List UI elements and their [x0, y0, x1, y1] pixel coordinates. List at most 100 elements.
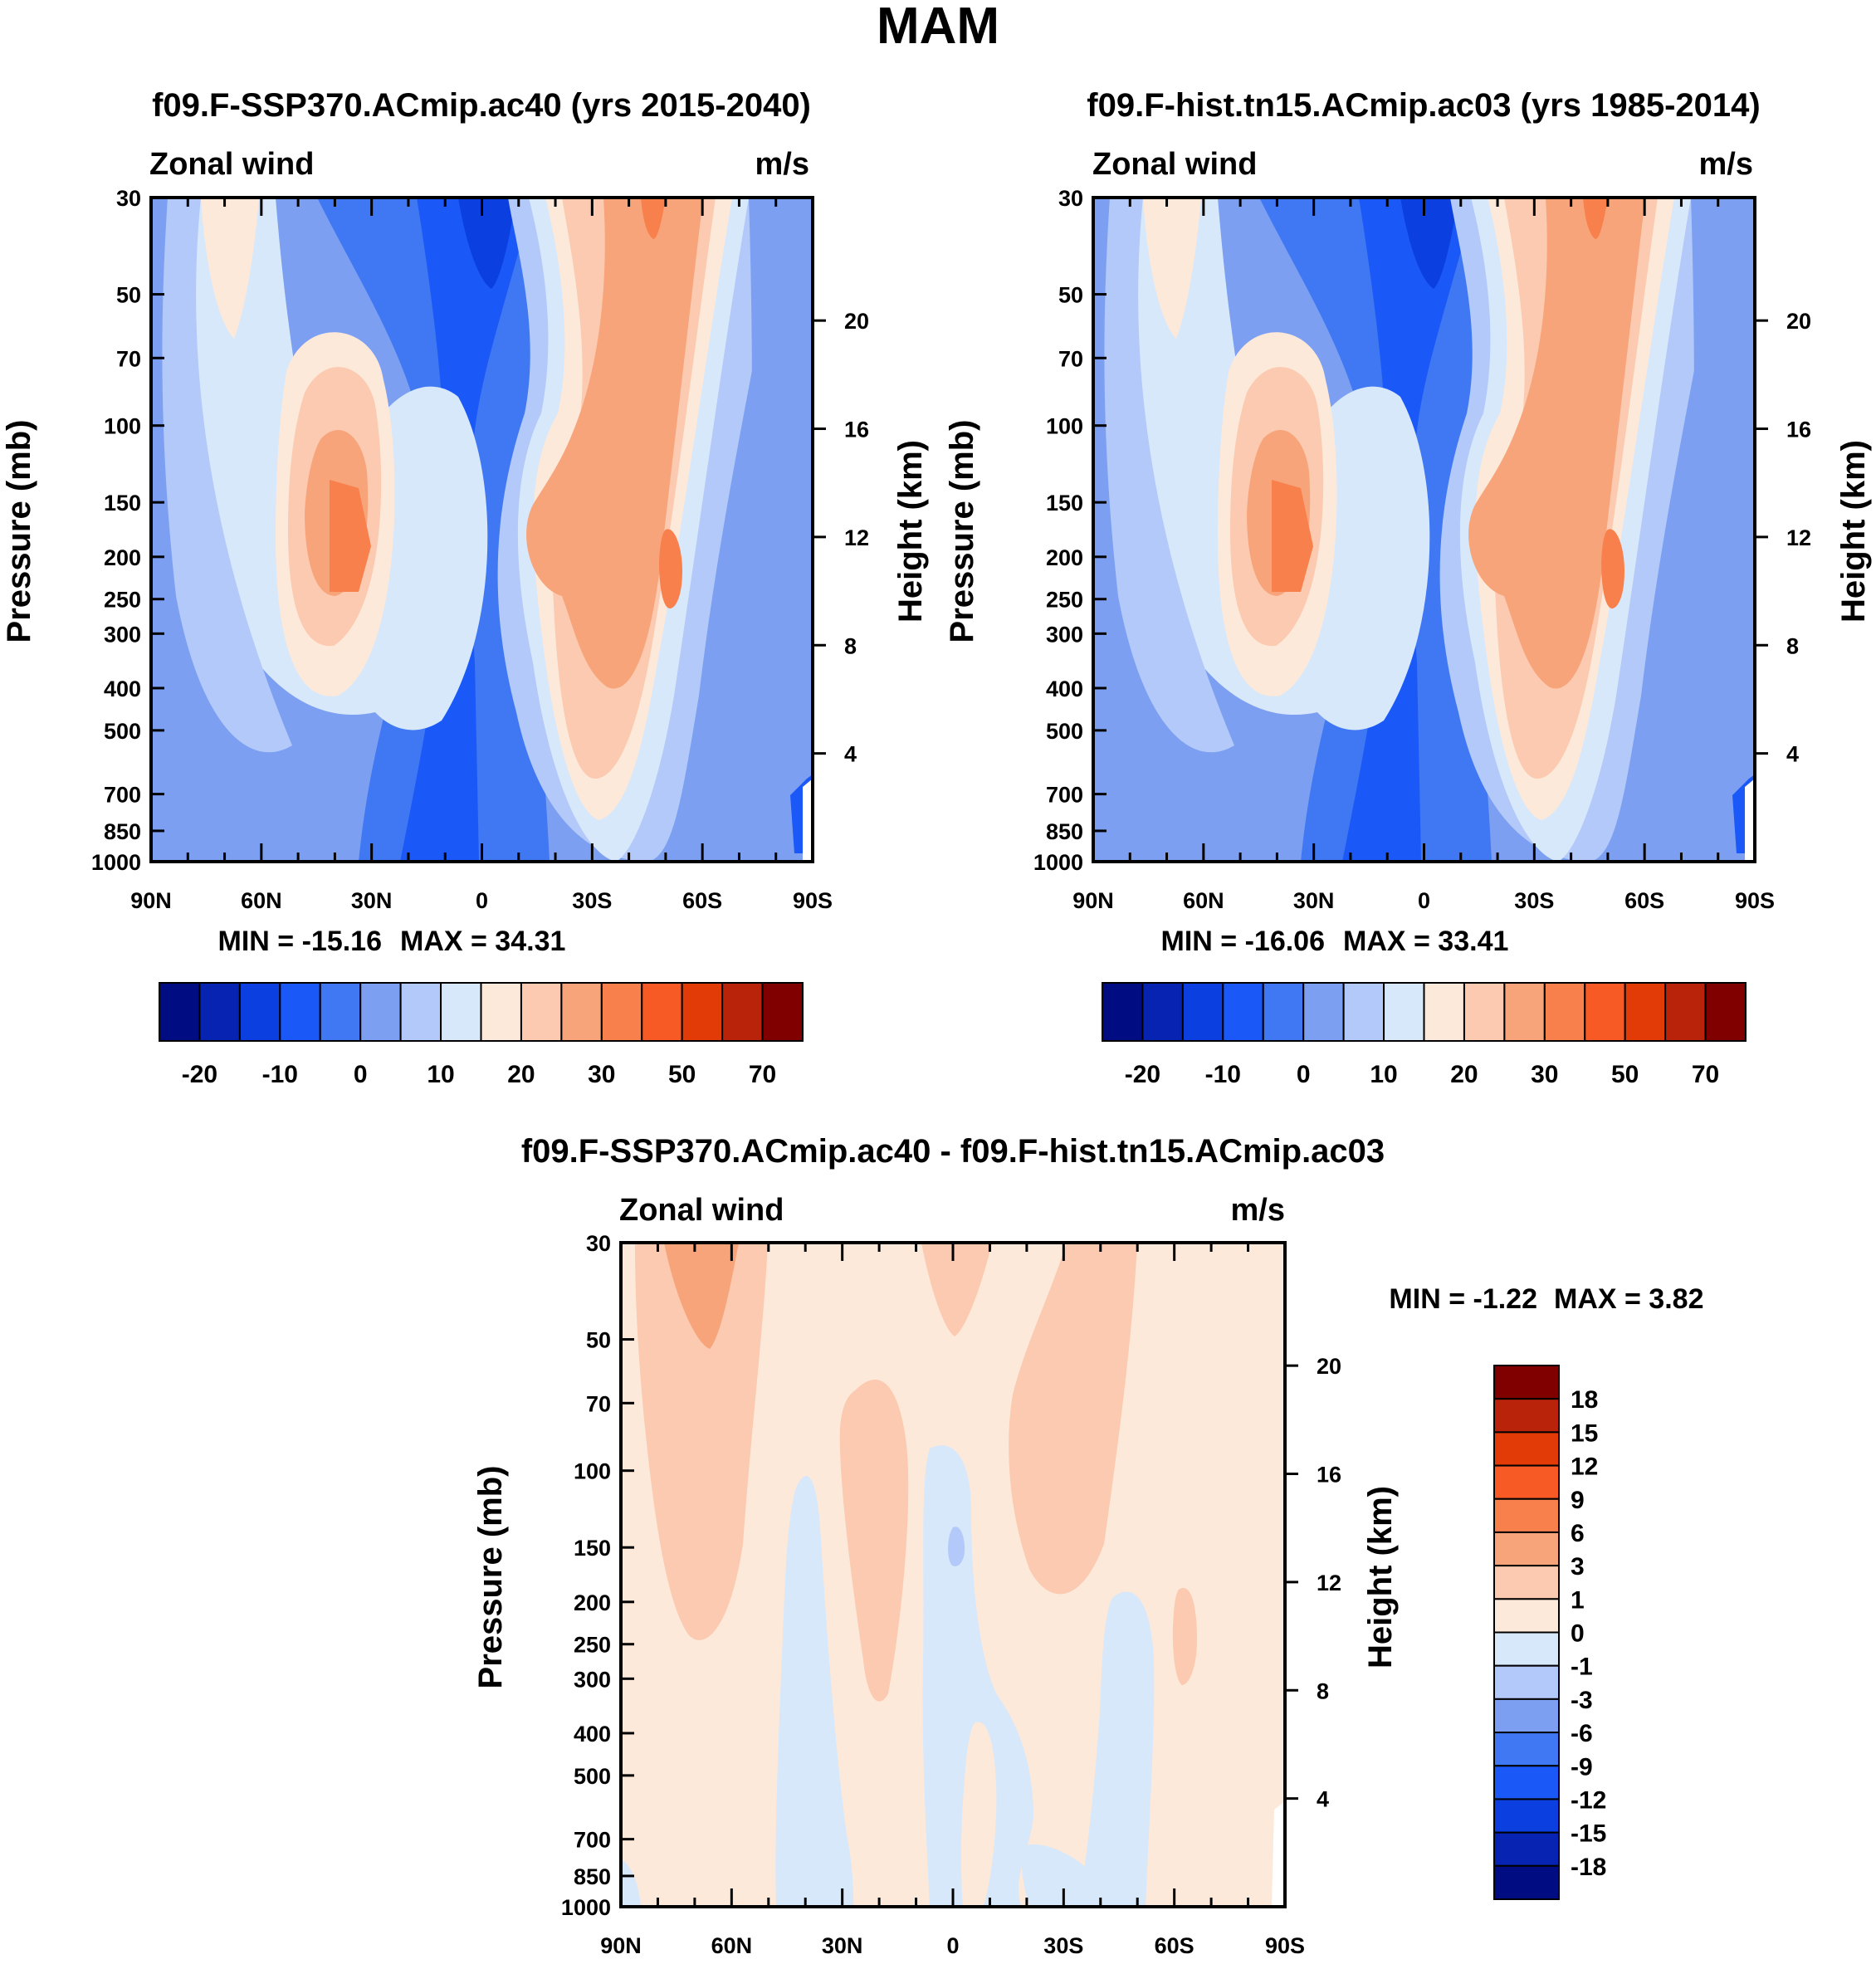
x-tick-label: 30N: [1293, 888, 1335, 913]
colorbar-box: [1493, 1798, 1560, 1834]
colorbar-label: 18: [1571, 1386, 1598, 1414]
panel-a: f09.F-SSP370.ACmip.ac40 (yrs 2015-2040) …: [1, 87, 929, 1088]
x-tick-label: 90S: [1265, 1933, 1305, 1958]
colorbar-box: [1302, 982, 1345, 1042]
panel-a-title: f09.F-SSP370.ACmip.ac40 (yrs 2015-2040): [152, 87, 811, 124]
colorbar-box: [560, 982, 603, 1042]
x-tick-label: 30N: [351, 888, 393, 913]
y2-tick-label: 20: [1317, 1354, 1341, 1379]
y-tick-label: 300: [104, 622, 141, 647]
y2-tick-label: 4: [844, 742, 857, 767]
colorbar-box: [1584, 982, 1626, 1042]
x-tick-label: 90N: [1072, 888, 1114, 913]
y2-tick-label: 8: [1786, 633, 1799, 658]
colorbar-label: -1: [1571, 1654, 1593, 1681]
panel-b: f09.F-hist.tn15.ACmip.ac03 (yrs 1985-201…: [944, 87, 1872, 1088]
panel-a-min: MIN = -15.16: [218, 926, 382, 957]
colorbar-box: [399, 982, 442, 1042]
colorbar-box: [1102, 982, 1144, 1042]
colorbar-label: 0: [354, 1061, 368, 1088]
colorbar-label: 20: [1450, 1061, 1478, 1088]
colorbar-label: -3: [1571, 1687, 1593, 1714]
panel-a-y2label: Height (km): [892, 440, 929, 623]
panel-c-max: MAX = 3.82: [1554, 1283, 1703, 1315]
colorbar-label: 30: [1531, 1061, 1558, 1088]
colorbar-box: [1493, 1565, 1560, 1600]
y2-tick-label: 4: [1786, 742, 1799, 767]
colorbar-box: [1493, 1365, 1560, 1400]
y2-tick-label: 20: [844, 309, 869, 334]
x-tick-label: 90S: [1735, 888, 1775, 913]
panel-c-min: MIN = -1.22: [1389, 1283, 1537, 1315]
panel-a-left-string: Zonal wind: [149, 147, 314, 182]
colorbar-label: 15: [1571, 1419, 1598, 1447]
x-tick-label: 90S: [793, 888, 833, 913]
panel-b-colorbar: -20 -10 0 10 20 30 50 70: [1102, 982, 1747, 1088]
colorbar-label: -15: [1571, 1820, 1606, 1848]
y2-tick-label: 8: [844, 633, 857, 658]
colorbar-box: [761, 982, 804, 1042]
y-tick-label: 150: [574, 1536, 611, 1561]
colorbar-box: [1181, 982, 1224, 1042]
panel-c-ylabel: Pressure (mb): [472, 1466, 509, 1689]
colorbar-label: 1: [1571, 1586, 1585, 1614]
colorbar-box: [1704, 982, 1747, 1042]
colorbar-box: [198, 982, 241, 1042]
colorbar-box: [1493, 1831, 1560, 1867]
colorbar-box: [1423, 982, 1465, 1042]
colorbar-label: 10: [1370, 1061, 1397, 1088]
panel-b-title: f09.F-hist.tn15.ACmip.ac03 (yrs 1985-201…: [1087, 87, 1760, 124]
y-tick-label: 400: [1046, 677, 1083, 701]
x-tick-label: 30S: [572, 888, 612, 913]
colorbar-box: [1493, 1864, 1560, 1900]
panel-a-max: MAX = 34.31: [400, 926, 565, 957]
colorbar-box: [1342, 982, 1385, 1042]
y-tick-label: 70: [116, 346, 141, 371]
y-tick-label: 850: [1046, 819, 1083, 844]
panel-c-left-string: Zonal wind: [619, 1193, 784, 1228]
colorbar-box: [238, 982, 281, 1042]
panel-b-ylabel: Pressure (mb): [944, 420, 980, 643]
colorbar-label: -20: [1125, 1061, 1160, 1088]
y-tick-label: 250: [574, 1633, 611, 1658]
y2-tick-label: 16: [1786, 418, 1811, 442]
colorbar-box: [359, 982, 402, 1042]
x-tick-label: 90N: [130, 888, 172, 913]
panel-b-left-string: Zonal wind: [1092, 147, 1257, 182]
colorbar-box: [520, 982, 563, 1042]
colorbar-box: [1222, 982, 1264, 1042]
panel-c-y2label: Height (km): [1362, 1486, 1399, 1668]
colorbar-label: -12: [1571, 1786, 1606, 1814]
x-tick-label: 0: [946, 1933, 959, 1958]
colorbar-label: -10: [1205, 1061, 1241, 1088]
x-tick-label: 30N: [822, 1933, 863, 1958]
colorbar-box: [1493, 1732, 1560, 1767]
colorbar-label: -18: [1571, 1854, 1606, 1881]
colorbar-box: [1493, 1531, 1560, 1567]
colorbar-box: [279, 982, 321, 1042]
y-tick-label: 700: [104, 783, 141, 808]
y-tick-label: 50: [586, 1328, 611, 1353]
x-tick-label: 60N: [241, 888, 282, 913]
y-tick-label: 70: [1058, 346, 1083, 371]
panel-b-min: MIN = -16.06: [1161, 926, 1325, 957]
y-tick-label: 500: [574, 1764, 611, 1789]
colorbar-box: [1493, 1497, 1560, 1533]
colorbar-label: -20: [182, 1061, 217, 1088]
x-tick-label: 0: [476, 888, 488, 913]
colorbar-box: [480, 982, 522, 1042]
colorbar-box: [1493, 1431, 1560, 1467]
x-tick-label: 60S: [682, 888, 722, 913]
colorbar-label: 12: [1571, 1453, 1598, 1481]
panel-c-contours: [621, 1243, 1285, 1907]
colorbar-label: 3: [1571, 1553, 1585, 1580]
y-tick-label: 850: [104, 819, 141, 844]
x-tick-label: 30S: [1514, 888, 1554, 913]
y-tick-label: 30: [116, 186, 141, 211]
y-tick-label: 30: [586, 1231, 611, 1256]
colorbar-box: [1493, 1698, 1560, 1734]
colorbar-label: 0: [1297, 1061, 1311, 1088]
y-tick-label: 70: [586, 1391, 611, 1416]
x-tick-label: 0: [1418, 888, 1430, 913]
colorbar-box: [1493, 1464, 1560, 1500]
